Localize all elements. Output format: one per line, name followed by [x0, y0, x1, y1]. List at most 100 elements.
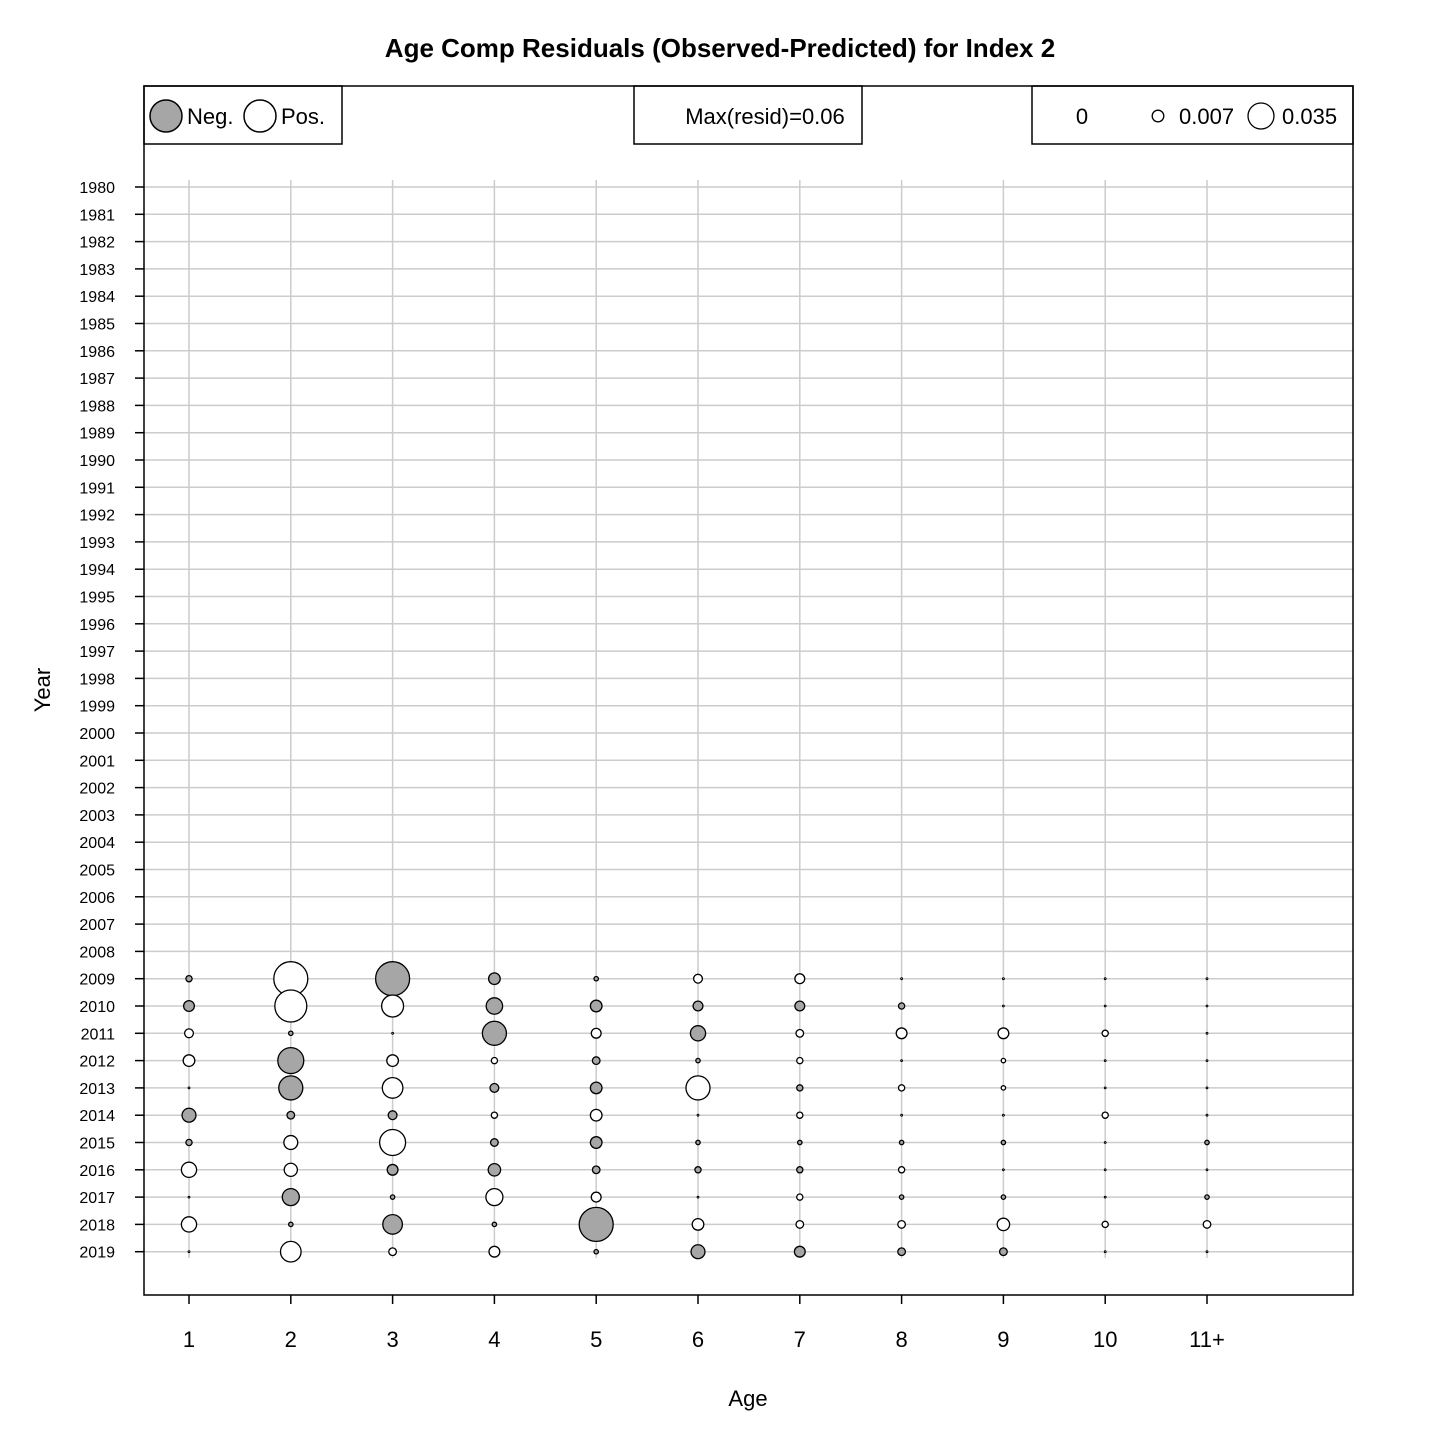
residual-bubble [1205, 1031, 1209, 1035]
residual-bubble [1103, 1004, 1107, 1008]
residual-bubble [387, 1110, 398, 1121]
y-tick-label: 1984 [79, 289, 115, 306]
residual-bubble [1205, 1168, 1209, 1172]
residual-bubble [796, 1166, 804, 1174]
residual-bubble [898, 1194, 905, 1200]
residual-bubble [795, 1028, 805, 1038]
residual-bubble [591, 1165, 601, 1175]
residual-bubble [481, 1020, 508, 1046]
y-tick-label: 2016 [79, 1163, 115, 1180]
residual-bubble [696, 1113, 700, 1117]
y-tick-label: 2005 [79, 863, 115, 880]
residual-bubble [386, 1163, 399, 1176]
residual-bubble [279, 1240, 302, 1263]
y-tick-label: 1994 [79, 562, 115, 579]
y-tick-label: 2000 [79, 726, 115, 743]
residual-bubble [181, 1107, 197, 1123]
x-tick-label: 4 [488, 1327, 500, 1352]
y-tick-label: 1988 [79, 398, 115, 415]
residual-bubble [590, 1191, 602, 1203]
residual-bubble [380, 994, 405, 1018]
residual-bubble [1000, 1057, 1007, 1064]
residual-bubble [386, 1054, 400, 1068]
max-resid-label: Max(resid)=0.06 [685, 104, 845, 129]
residual-bubble [997, 1027, 1010, 1040]
residual-bubble [1000, 1194, 1007, 1200]
x-tick-label: 1 [183, 1327, 195, 1352]
x-tick-label: 10 [1093, 1327, 1117, 1352]
residual-bubble [1002, 977, 1005, 981]
residual-bubble [1103, 977, 1107, 981]
residual-bubble [1103, 1141, 1107, 1144]
residual-bubble [490, 1056, 499, 1065]
residual-bubble [1101, 1220, 1109, 1229]
residual-bubble [796, 1111, 804, 1119]
y-axis: 1980 1981 1982 1983 1984 1985 1986 1987 1988 1989… [79, 180, 144, 1262]
y-tick-label: 2019 [79, 1245, 115, 1262]
max-resid-legend: Max(resid)=0.06 [633, 85, 863, 145]
y-tick-label: 2009 [79, 972, 115, 989]
size-legend-circle [1151, 109, 1165, 123]
y-tick-label: 1995 [79, 590, 115, 607]
residual-bubble [794, 973, 806, 985]
residual-bubbles [180, 961, 1212, 1263]
residual-bubble [696, 1195, 700, 1199]
x-tick-label: 2 [285, 1327, 297, 1352]
residual-bubble [283, 1134, 299, 1151]
residual-bubble [796, 1084, 804, 1092]
neg-legend-swatch [149, 99, 183, 133]
residual-bubble [694, 1166, 702, 1174]
residual-bubble [593, 1248, 600, 1255]
x-axis-label: Age [728, 1386, 767, 1411]
sign-legend: Neg. Pos. [143, 85, 343, 145]
residual-bubble [692, 973, 704, 984]
residual-bubble [382, 1213, 404, 1235]
y-tick-label: 2013 [79, 1081, 115, 1098]
size-legend: 0 0.007 0.035 [1031, 85, 1354, 145]
residual-bubble [897, 1247, 907, 1257]
y-tick-label: 1999 [79, 699, 115, 716]
residual-bubble [796, 1139, 803, 1146]
residual-bubble [897, 1084, 906, 1092]
x-tick-label: 9 [997, 1327, 1009, 1352]
y-tick-label: 2004 [79, 835, 115, 852]
residual-bubble [185, 974, 193, 983]
size-legend-circle [1247, 102, 1275, 130]
pos-legend-label: Pos. [281, 104, 325, 129]
residual-bubble [489, 1138, 499, 1147]
y-tick-label: 1993 [79, 535, 115, 552]
y-tick-label: 2011 [81, 1026, 116, 1043]
y-tick-label: 1997 [79, 644, 115, 661]
residual-bubble [695, 1057, 701, 1064]
y-tick-label: 2001 [79, 753, 115, 770]
residual-bubble [1205, 1059, 1209, 1062]
residual-bubble [1202, 1219, 1212, 1229]
y-tick-label: 1980 [79, 180, 115, 197]
x-tick-label: 7 [794, 1327, 806, 1352]
size-legend-box [1031, 85, 1354, 145]
residual-bubble [278, 1075, 304, 1101]
residual-bubble [794, 1000, 806, 1012]
residual-bubble [895, 1027, 908, 1040]
size-legend-label: 0.035 [1282, 104, 1337, 129]
chart-title: Age Comp Residuals (Observed-Predicted) … [385, 33, 1055, 63]
x-tick-label: 5 [590, 1327, 602, 1352]
y-tick-label: 2017 [79, 1190, 115, 1207]
y-tick-label: 1986 [79, 344, 115, 361]
residual-bubble [1002, 1168, 1005, 1172]
residual-bubble [180, 1216, 198, 1233]
residual-bubble [691, 1217, 705, 1231]
y-tick-label: 1982 [79, 235, 115, 252]
residual-bubble [1205, 1250, 1209, 1254]
residual-bubble [1103, 1059, 1107, 1062]
y-tick-label: 1989 [79, 426, 115, 443]
residual-bubble [391, 1031, 395, 1035]
y-tick-label: 2007 [79, 917, 115, 934]
y-tick-label: 2015 [79, 1136, 115, 1153]
y-tick-label: 1990 [79, 453, 115, 470]
residual-bubble [185, 1138, 193, 1147]
y-tick-label: 1983 [79, 262, 115, 279]
residual-bubble [183, 1028, 195, 1039]
residual-bubble [1000, 1085, 1007, 1091]
